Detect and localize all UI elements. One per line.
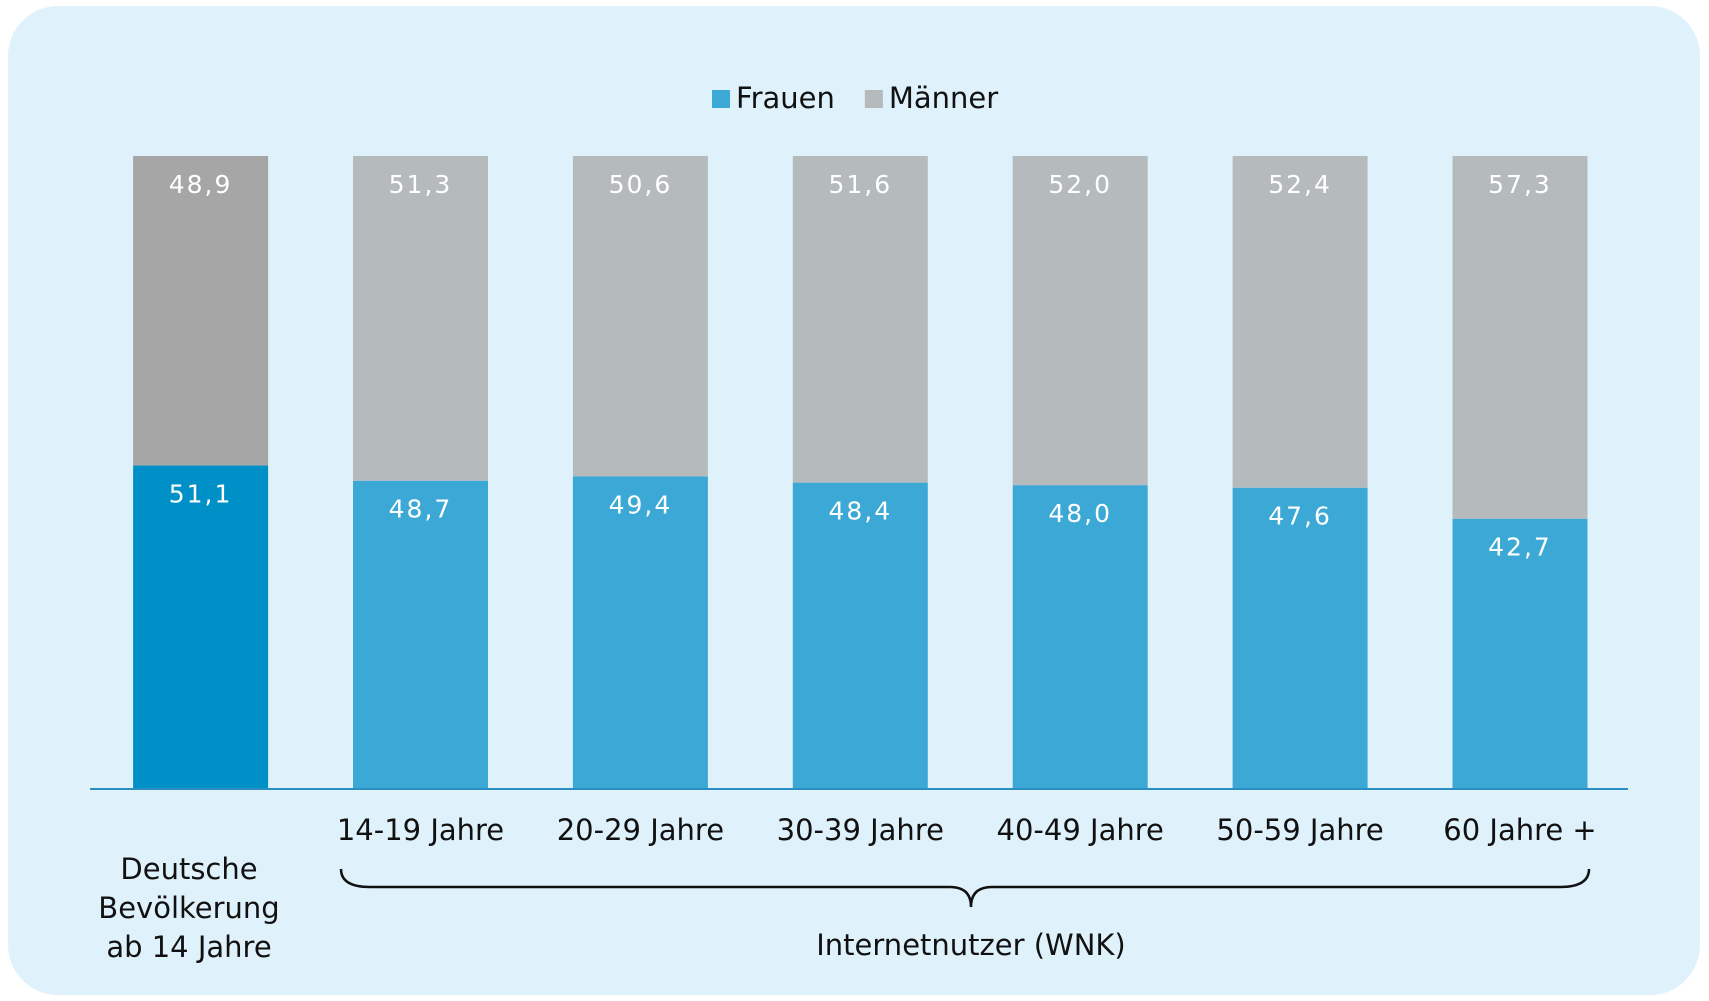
x-tick-label: 60 Jahre + <box>1443 813 1596 847</box>
value-label: 52,0 <box>1048 170 1112 199</box>
bar-segment <box>353 480 488 789</box>
value-label: 48,9 <box>169 170 233 199</box>
value-label: 51,6 <box>828 170 892 199</box>
bar-segment <box>1232 487 1368 789</box>
x-tick-label: 30-39 Jahre <box>777 813 944 847</box>
value-label: 48,7 <box>389 495 453 524</box>
bar-segment <box>792 482 928 789</box>
x-tick-label: 50-59 Jahre <box>1216 813 1383 847</box>
value-label: 48,4 <box>828 497 892 526</box>
bar-segment <box>792 156 928 483</box>
bar-segment <box>133 465 269 789</box>
bar-segment <box>1452 156 1588 519</box>
bar-segment <box>572 156 708 477</box>
annotation: Internetnutzer (WNK) <box>816 928 1126 962</box>
value-label: 52,4 <box>1268 170 1332 199</box>
value-label: 47,6 <box>1268 502 1332 531</box>
x-tick-label: 20-29 Jahre <box>557 813 724 847</box>
bar-segment <box>1452 518 1588 789</box>
x-tick-label: 40-49 Jahre <box>997 813 1164 847</box>
value-label: 42,7 <box>1488 533 1552 562</box>
brace <box>339 868 1591 908</box>
x-tick-label: Deutsche Bevölkerung ab 14 Jahre <box>98 852 280 964</box>
value-label: 51,1 <box>169 480 233 509</box>
bar-segment <box>1012 156 1148 486</box>
value-label: 51,3 <box>389 170 453 199</box>
bar-segment <box>1232 156 1368 488</box>
x-tick-label: 14-19 Jahre <box>337 813 504 847</box>
value-label: 57,3 <box>1488 170 1552 199</box>
legend-marker <box>712 90 730 108</box>
value-label: 50,6 <box>609 170 673 199</box>
bar-segment <box>1012 485 1148 789</box>
bar-segment <box>572 476 708 789</box>
value-label: 49,4 <box>609 490 673 519</box>
legend-label: Männer <box>889 81 998 115</box>
bar-segment <box>133 156 269 466</box>
legend-marker <box>864 90 883 108</box>
value-label: 48,0 <box>1048 499 1112 528</box>
bar-segment <box>353 156 488 481</box>
legend-label: Frauen <box>736 81 835 115</box>
